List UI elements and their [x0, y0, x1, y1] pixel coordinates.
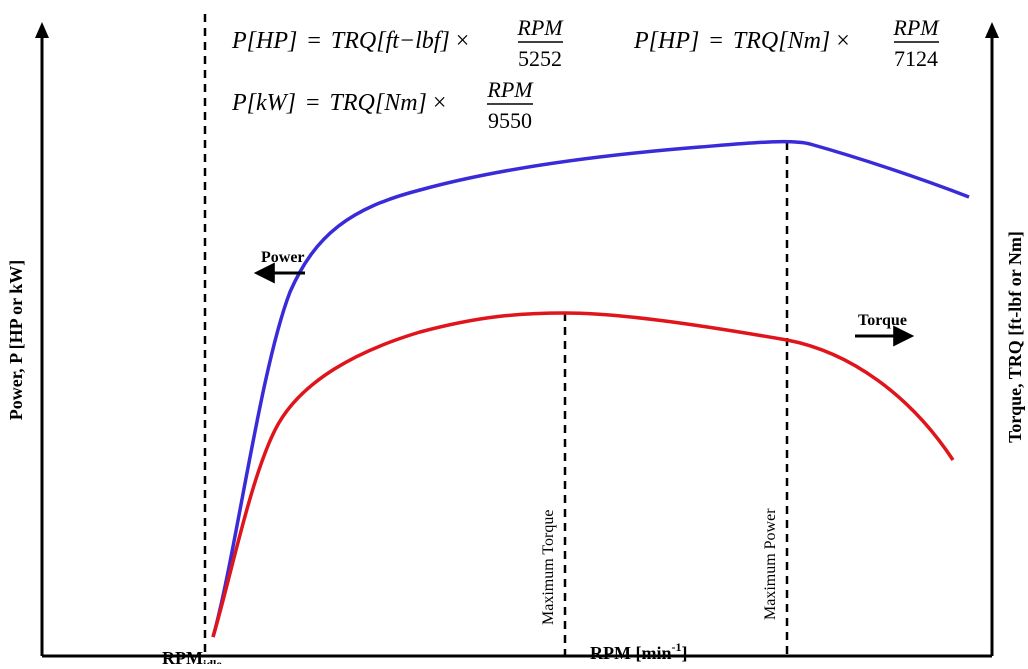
max-torque-label: Maximum Torque	[540, 510, 557, 625]
svg-text:P[kW] = TRQ[Nm]: P[kW] = TRQ[Nm] ×	[231, 90, 446, 116]
max-power-label: Maximum Power	[762, 508, 779, 620]
axes	[35, 22, 999, 658]
torque-label-group: Torque	[855, 312, 915, 347]
formula-hp-ftlbf: P[HP] = TRQ[ft−lbf] × RPM 5252	[231, 15, 564, 71]
formula-kw-nm: P[kW] = TRQ[Nm] × RPM 9550	[231, 77, 534, 133]
formula-rhs: TRQ[ft−lbf]	[331, 28, 450, 54]
reference-lines	[203, 14, 789, 655]
torque-label: Torque	[858, 312, 907, 329]
torque-curve	[211, 311, 955, 638]
svg-text:5252: 5252	[518, 46, 562, 71]
left-axis-title: Power, P [HP or kW]	[6, 260, 26, 421]
power-label: Power	[261, 249, 305, 266]
svg-text:RPM: RPM	[892, 15, 940, 40]
svg-text:7124: 7124	[894, 46, 938, 71]
x-axis-title: RPM [min-1]	[590, 640, 687, 663]
right-y-axis-arrow-icon	[985, 22, 999, 38]
right-axis-title: Torque, TRQ [ft-lbf or Nm]	[1005, 231, 1025, 443]
svg-text:P[HP] = TRQ[ft−lbf: P[HP] = TRQ[ft−lbf] ×	[231, 28, 469, 54]
formula-lhs: P[HP]	[231, 28, 297, 54]
power-label-group: Power	[253, 249, 305, 284]
svg-text:RPM: RPM	[486, 77, 534, 102]
svg-text:P[HP] = TRQ[Nm]: P[HP] = TRQ[Nm] ×	[633, 28, 850, 54]
power-curve	[211, 139, 970, 638]
left-y-axis-arrow-icon	[35, 22, 49, 38]
svg-text:9550: 9550	[488, 108, 532, 133]
formula-hp-nm: P[HP] = TRQ[Nm] × RPM 7124	[633, 15, 940, 71]
svg-text:RPM: RPM	[516, 15, 564, 40]
